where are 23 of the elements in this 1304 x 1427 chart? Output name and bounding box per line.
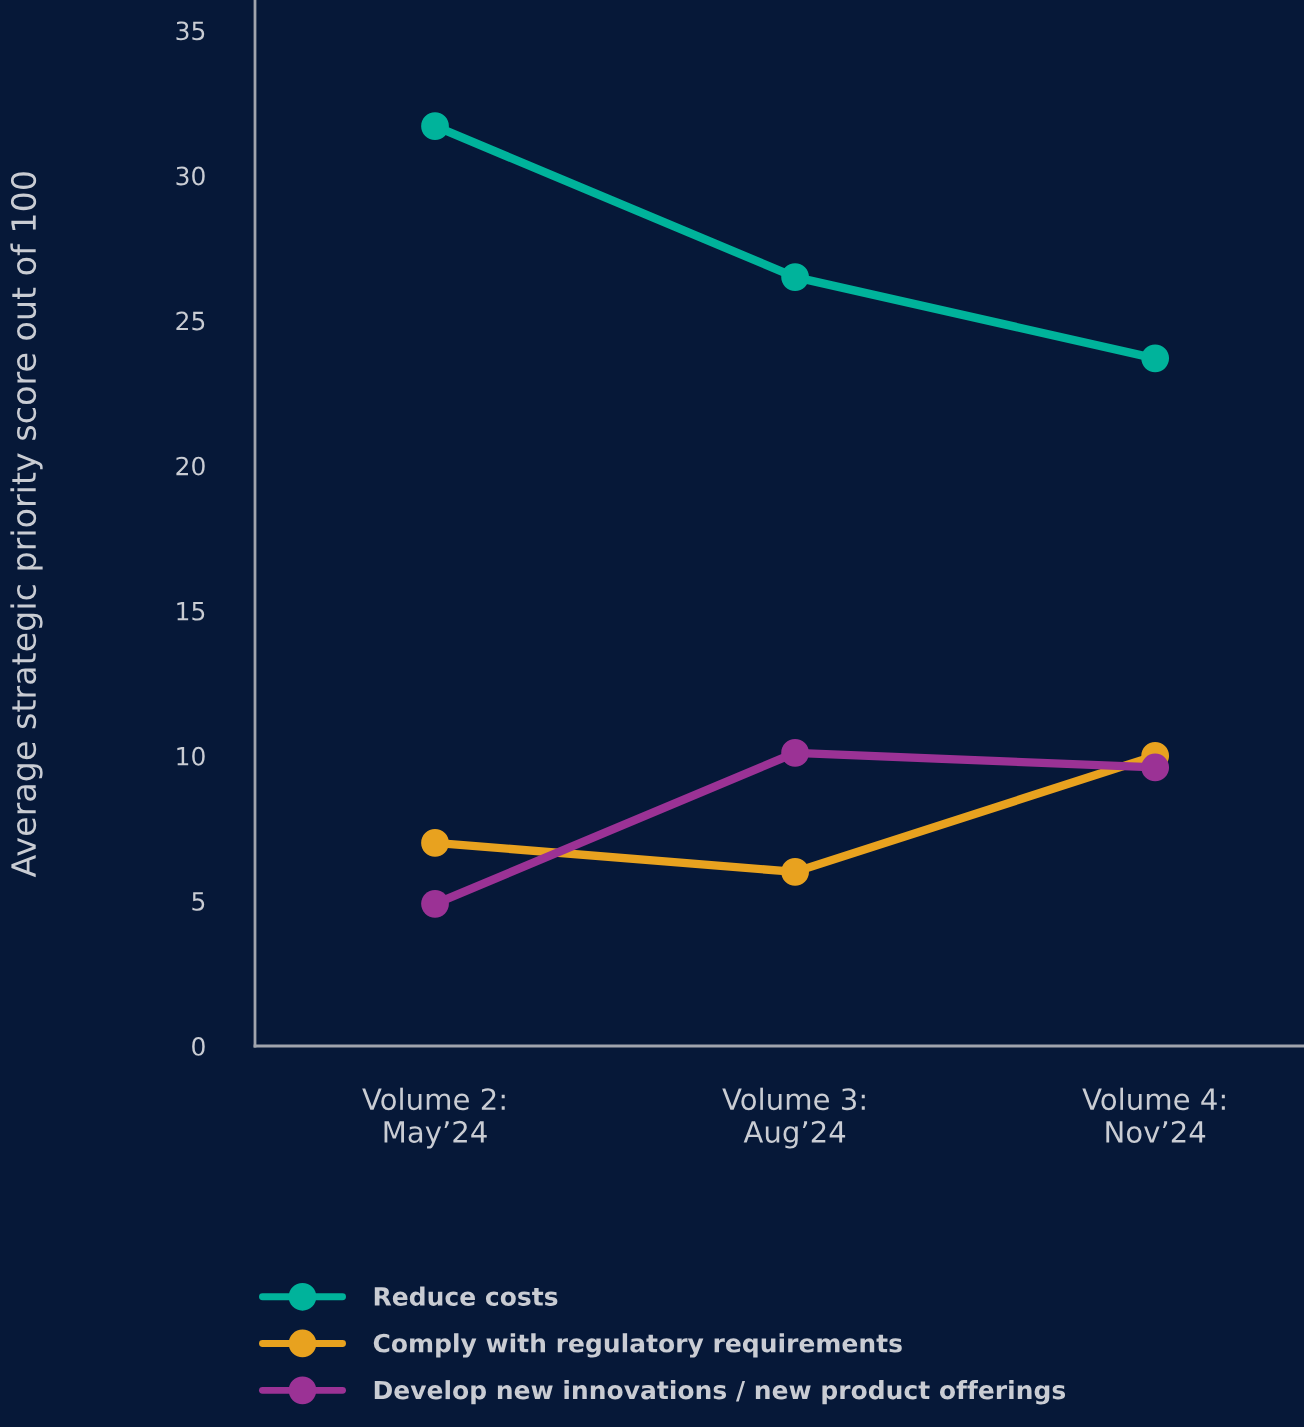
y-tick-label: 25 (176, 311, 205, 331)
x-tick-label: Volume 4: Nov’24 (1082, 1087, 1225, 1143)
point (421, 889, 449, 918)
y-tick-label: 15 (177, 602, 205, 621)
legend-label: Develop new innovations / new product offerings (374, 1380, 1066, 1405)
point (781, 739, 809, 767)
y-axis-title: Average strategic priority score out of 100 (10, 172, 43, 878)
x-tick-label: Volume 3: Aug’24 (722, 1087, 865, 1149)
x-tick-label: Volume 2: May’24 (362, 1087, 505, 1149)
legend-label: Reduce costs (374, 1286, 558, 1306)
y-tick-label: 10 (177, 746, 205, 766)
point (1141, 753, 1170, 782)
legend-label: Comply with regulatory requirements (373, 1333, 902, 1358)
y-tick-label: 5 (192, 892, 205, 911)
point (421, 112, 449, 141)
y-tick-label: 35 (176, 21, 205, 41)
y-tick-label: 0 (192, 1036, 205, 1056)
point (781, 263, 809, 291)
y-tick-label: 20 (176, 456, 205, 476)
y-tick-label: 30 (176, 166, 205, 186)
point (781, 858, 809, 886)
point (1141, 344, 1170, 373)
point (421, 829, 449, 857)
